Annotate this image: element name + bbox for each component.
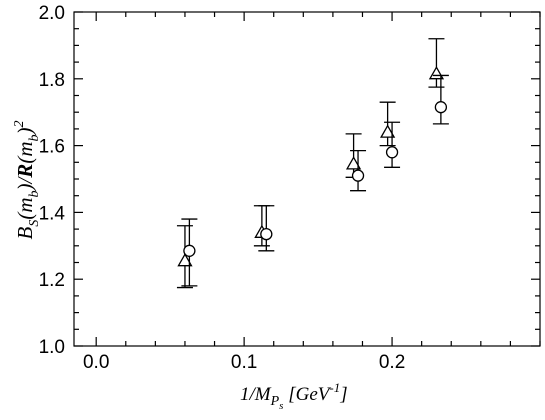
circle-error-bar xyxy=(384,121,401,168)
circle-point xyxy=(351,169,365,182)
triangle-error-bar xyxy=(428,38,445,88)
circle-point xyxy=(385,146,399,159)
circle-error-bar xyxy=(432,74,449,125)
x-tick-label: 0.1 xyxy=(231,352,257,373)
y-tick-label: 1.0 xyxy=(39,337,65,358)
plot-frame xyxy=(73,11,541,347)
axis-tick-labels: 0.0 0.1 0.2 1.0 1.2 1.4 1.6 1.8 2.0 xyxy=(39,3,406,373)
y-tick-label: 1.4 xyxy=(39,203,66,224)
circle-point xyxy=(183,244,196,257)
y-tick-label: 1.2 xyxy=(39,270,65,291)
data-marks xyxy=(176,38,449,289)
y-tick-label: 1.6 xyxy=(39,137,65,158)
axis-ticks xyxy=(74,11,541,347)
x-axis-label: 1/MPs [GeV-1] xyxy=(240,380,348,412)
y-tick-label: 2.0 xyxy=(39,3,65,24)
triangle-error-bar xyxy=(379,101,396,147)
x-tick-label: 0.0 xyxy=(83,352,109,373)
triangle-point xyxy=(345,156,362,170)
circle-point xyxy=(260,227,273,241)
triangle-point xyxy=(177,253,193,267)
y-axis-label: BS(mb)/R(mb)2 xyxy=(12,120,42,239)
circle-point xyxy=(434,101,448,114)
x-tick-label: 0.2 xyxy=(379,352,405,373)
y-tick-label: 1.8 xyxy=(39,70,65,91)
triangle-point xyxy=(380,124,396,138)
